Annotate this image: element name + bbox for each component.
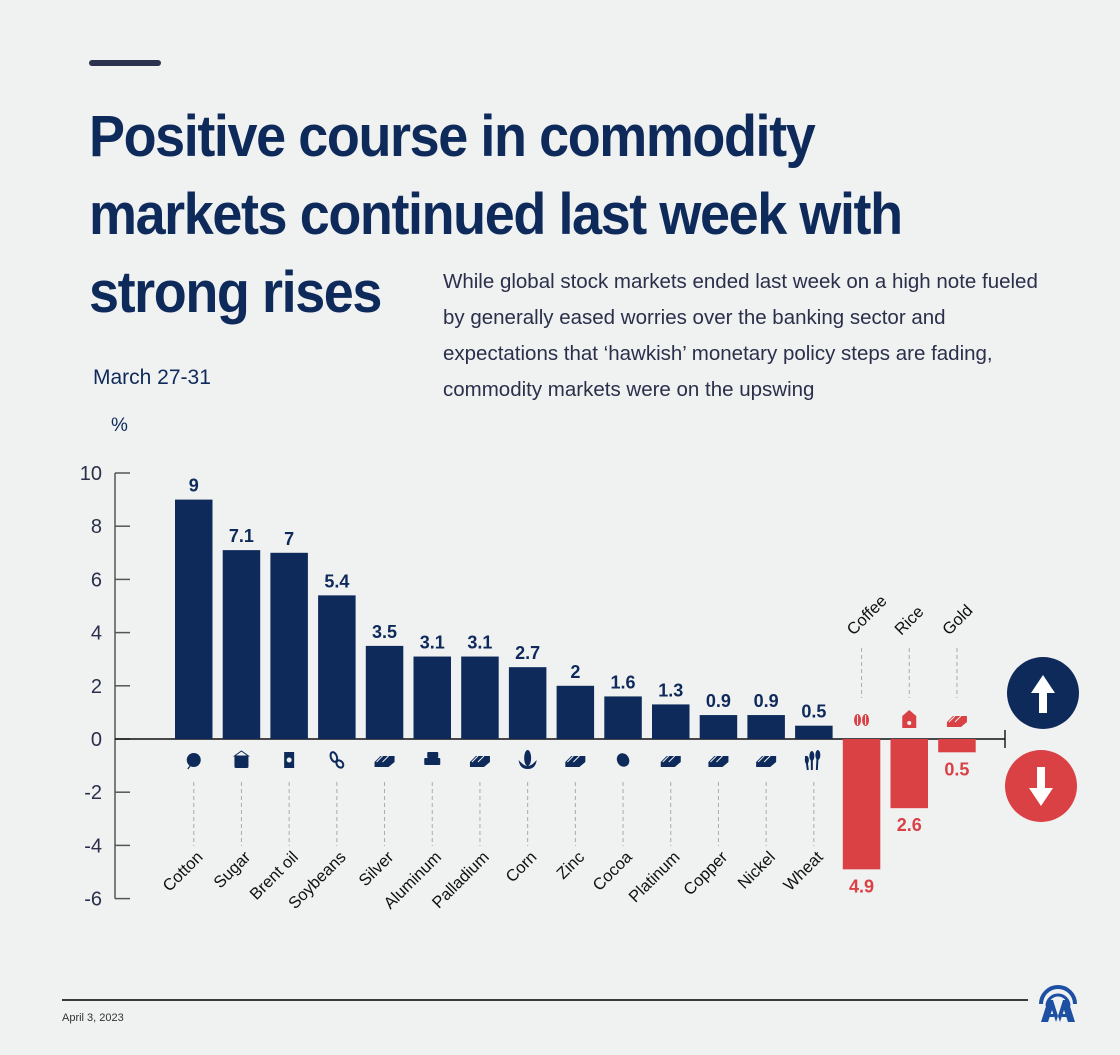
bar (604, 696, 642, 739)
category-label: Cocoa (589, 848, 636, 895)
data-label: 3.1 (467, 633, 492, 653)
data-label: 7 (284, 529, 294, 549)
data-label: 1.3 (658, 680, 683, 700)
category-icons (186, 710, 967, 771)
data-label: 4.9 (849, 876, 874, 896)
category-label: Copper (680, 848, 731, 899)
bar (508, 667, 547, 739)
y-tick-label: -4 (84, 835, 102, 857)
bars (175, 499, 976, 870)
aa-logo-icon (1039, 985, 1077, 1022)
bar (222, 550, 261, 739)
guide-lines (193, 648, 958, 846)
arrow-down-icon (1029, 767, 1053, 806)
publish-date: April 3, 2023 (62, 1012, 124, 1024)
category-label: Nickel (734, 848, 779, 893)
category-label: Coffee (844, 592, 891, 639)
description: While global stock markets ended last we… (443, 270, 1038, 401)
soybean-icon (329, 751, 345, 769)
bar (365, 645, 404, 739)
bar (270, 552, 308, 739)
y-tick-label: 0 (91, 729, 102, 751)
bar (175, 499, 213, 739)
y-tick-label: -2 (84, 782, 102, 804)
category-label: Silver (355, 848, 397, 890)
legend-increase (1007, 657, 1079, 729)
title-line-1: Positive course in commodity (89, 104, 816, 169)
y-tick-label: 10 (80, 463, 102, 485)
ingot-icon (756, 755, 777, 767)
data-label: 0.5 (944, 759, 969, 779)
category-label: Platinum (625, 848, 683, 906)
rice-bag-icon (902, 710, 917, 728)
category-label: Cotton (159, 848, 206, 895)
sugar-sack-icon (232, 750, 251, 768)
title-line-2: markets continued last week with (89, 182, 903, 247)
ingot-icon (660, 755, 681, 767)
legend-decrease (1005, 750, 1077, 822)
cocoa-icon (616, 753, 630, 767)
data-label: 1.6 (611, 672, 636, 692)
bar (747, 715, 785, 739)
y-tick-label: 8 (91, 516, 102, 538)
page-title: Positive course in commodity markets con… (89, 98, 1019, 332)
period-label: March 27-31 (93, 366, 211, 389)
wheat-icon (804, 750, 821, 771)
bar (652, 704, 690, 739)
cotton-icon (186, 753, 201, 770)
data-label: 2 (570, 662, 580, 682)
y-tick-label: 2 (91, 676, 102, 698)
y-axis-unit: % (111, 415, 128, 436)
ingot-icon (946, 715, 967, 727)
category-label: Gold (939, 601, 976, 638)
data-label: 9 (189, 476, 199, 496)
value-labels: 9 7.1 7 5.4 3.5 3.1 3.1 2.7 2 1.6 1.3 0.9 0.9 0.5 4.9 2… (189, 476, 970, 897)
category-label: Zinc (553, 848, 588, 883)
title-line-3: strong rises (89, 260, 382, 325)
ingot-icon (469, 755, 490, 767)
y-tick-label: 4 (91, 623, 102, 645)
bar (795, 725, 833, 739)
decorative-top-bar (89, 60, 161, 66)
corn-icon (518, 750, 537, 769)
category-label: Sugar (210, 848, 254, 892)
oil-barrel-icon (284, 752, 295, 768)
aluminum-icon (424, 752, 441, 765)
y-tick-label: 6 (91, 569, 102, 591)
ingot-icon (708, 755, 729, 767)
category-label: Rice (891, 603, 927, 639)
bar (461, 656, 499, 739)
bar (318, 595, 356, 739)
arrow-up-icon (1031, 675, 1055, 713)
bar (556, 685, 595, 739)
category-label: Wheat (780, 848, 827, 895)
data-label: 3.5 (372, 622, 397, 642)
data-label: 0.5 (801, 702, 826, 722)
category-label: Corn (502, 848, 540, 886)
data-label: 2.6 (897, 815, 922, 835)
bar (699, 715, 738, 739)
bar (890, 739, 928, 809)
data-label: 3.1 (420, 633, 445, 653)
data-label: 0.9 (754, 691, 779, 711)
y-tick-label: -6 (84, 889, 102, 911)
data-label: 5.4 (324, 571, 349, 591)
ingot-icon (565, 755, 586, 767)
ingot-icon (374, 755, 395, 767)
data-label: 7.1 (229, 526, 254, 546)
bar (938, 739, 976, 753)
footer-divider (62, 999, 1028, 1001)
bar (842, 739, 881, 870)
bar (413, 656, 451, 739)
data-label: 0.9 (706, 691, 731, 711)
coffee-bean-icon (854, 714, 870, 726)
data-label: 2.7 (515, 643, 540, 663)
